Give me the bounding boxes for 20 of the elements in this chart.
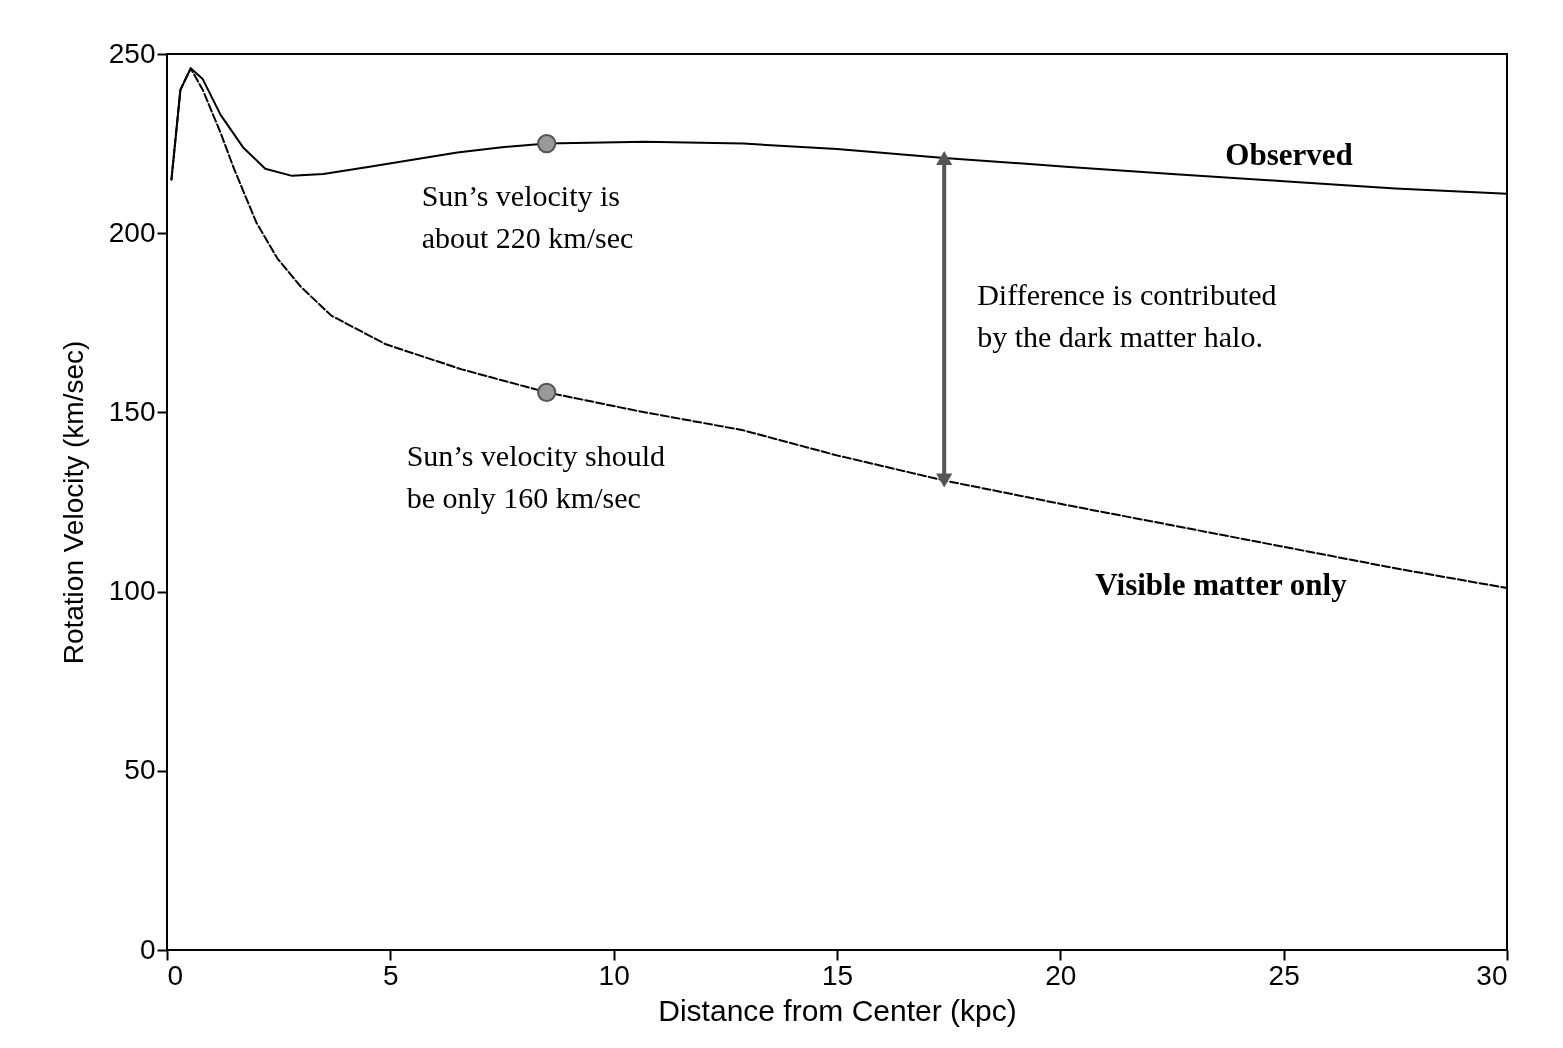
y-tick-label: 50 [124,754,156,786]
y-tick-label: 100 [108,575,156,607]
x-tick-label: 30 [1476,959,1508,991]
y-tick-label: 0 [139,933,156,965]
x-tick-label: 5 [383,959,399,991]
series-label: Visible matter only [1095,567,1348,603]
x-tick-label: 0 [167,959,184,991]
y-tick-label: 200 [108,216,156,248]
y-tick-label: 150 [108,395,156,427]
x-tick-label: 10 [598,959,630,991]
annotation: Sun’s velocity is about 220 km/sec [421,178,634,254]
x-tick-label: 25 [1268,959,1300,991]
y-tick-label: 250 [108,37,156,69]
y-axis-title: Rotation Velocity (km/sec) [57,340,89,665]
series-label: Observed [1225,136,1353,172]
x-axis-title: Distance from Center (kpc) [658,993,1017,1027]
annotation: Difference is contributed by the dark matter halo. [977,278,1277,354]
annotation: Sun’s velocity should be only 160 km/sec [406,439,666,515]
x-tick-label: 20 [1045,959,1077,991]
x-tick-label: 15 [821,959,854,991]
